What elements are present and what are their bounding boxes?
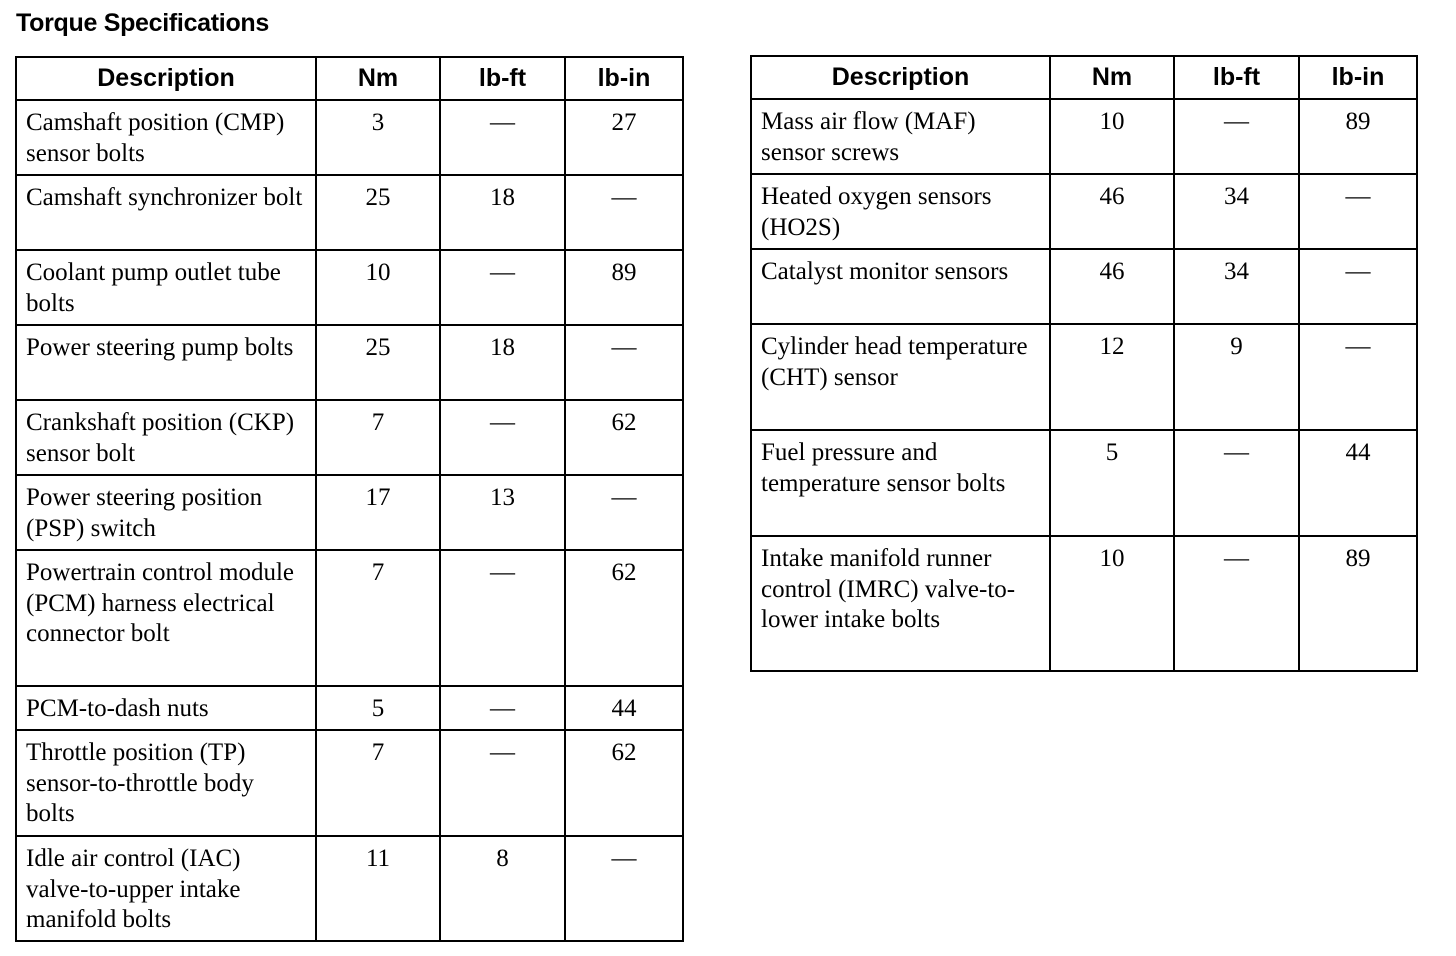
lbin-cell: — — [564, 474, 684, 551]
nm-cell: 3 — [315, 99, 441, 176]
table-row: Crankshaft position (CKP) sensor bolt 7—6… — [15, 399, 684, 476]
nm-cell: 10 — [1049, 535, 1175, 672]
torque-table-right: Description Nm lb-ft lb-in Mass air flow (M… — [750, 55, 1418, 672]
table-row: Heated oxygen sensors (HO2S) 46 34— — [750, 173, 1418, 250]
lbin-cell: — — [564, 174, 684, 251]
table-row: Idle air control (IAC) valve-to-upper in… — [15, 835, 684, 942]
header-lbft: lb-ft — [1173, 55, 1300, 100]
torque-table-left: Description Nm lb-ft lb-in Camshaft positio… — [15, 56, 684, 942]
nm-cell: 25 — [315, 174, 441, 251]
nm-cell: 10 — [315, 249, 441, 326]
lbft-cell: — — [1173, 98, 1300, 175]
nm-cell: 10 — [1049, 98, 1175, 175]
lbft-cell: — — [439, 249, 566, 326]
lbft-cell: 9 — [1173, 323, 1300, 431]
lbft-cell: — — [439, 729, 566, 837]
lbft-cell: 18 — [439, 324, 566, 401]
lbin-cell: — — [1298, 323, 1418, 431]
description-cell: Crankshaft position (CKP) sensor bolt — [15, 399, 317, 476]
lbin-cell: — — [564, 324, 684, 401]
header-lbin: lb-in — [1298, 55, 1418, 100]
lbin-cell: 44 — [1298, 429, 1418, 537]
header-row: Description Nm lb-ft lb-in — [15, 56, 684, 101]
nm-cell: 7 — [315, 549, 441, 687]
description-cell: Powertrain control module (PCM) harness … — [15, 549, 317, 687]
table-row: Coolant pump outlet tube bolts 10—89 — [15, 249, 684, 326]
header-lbft: lb-ft — [439, 56, 566, 101]
description-cell: Fuel pressure and temperature sensor bol… — [750, 429, 1051, 537]
header-row: Description Nm lb-ft lb-in — [750, 55, 1418, 100]
page-title: Torque Specifications — [16, 9, 270, 37]
description-cell: Mass air flow (MAF) sensor screws — [750, 98, 1051, 175]
table-row: Power steering position (PSP) switch 17 13… — [15, 474, 684, 551]
lbft-cell: — — [439, 99, 566, 176]
table-row: Intake manifold runner control (IMRC) va… — [750, 535, 1418, 672]
lbft-cell: — — [439, 685, 566, 731]
lbin-cell: 62 — [564, 729, 684, 837]
lbft-cell: — — [1173, 535, 1300, 672]
lbft-cell: 8 — [439, 835, 566, 942]
description-cell: Catalyst monitor sensors — [750, 248, 1051, 325]
lbin-cell: 89 — [1298, 98, 1418, 175]
header-lbin: lb-in — [564, 56, 684, 101]
nm-cell: 46 — [1049, 173, 1175, 250]
lbft-cell: 18 — [439, 174, 566, 251]
table-row: PCM-to-dash nuts 5—44 — [15, 685, 684, 731]
lbft-cell: 34 — [1173, 248, 1300, 325]
header-nm: Nm — [315, 56, 441, 101]
lbin-cell: 44 — [564, 685, 684, 731]
lbin-cell: — — [1298, 248, 1418, 325]
lbft-cell: — — [1173, 429, 1300, 537]
nm-cell: 25 — [315, 324, 441, 401]
nm-cell: 7 — [315, 729, 441, 837]
nm-cell: 46 — [1049, 248, 1175, 325]
table-row: Powertrain control module (PCM) harness … — [15, 549, 684, 687]
table-row: Cylinder head temperature (CHT) sensor 12… — [750, 323, 1418, 431]
lbin-cell: — — [564, 835, 684, 942]
lbin-cell: 89 — [1298, 535, 1418, 672]
lbin-cell: 62 — [564, 549, 684, 687]
lbft-cell: — — [439, 549, 566, 687]
description-cell: Heated oxygen sensors (HO2S) — [750, 173, 1051, 250]
nm-cell: 7 — [315, 399, 441, 476]
table-row: Fuel pressure and temperature sensor bol… — [750, 429, 1418, 537]
lbin-cell: — — [1298, 173, 1418, 250]
table-row: Catalyst monitor sensors 46 34— — [750, 248, 1418, 325]
description-cell: Coolant pump outlet tube bolts — [15, 249, 317, 326]
description-cell: Throttle position (TP) sensor-to-throttl… — [15, 729, 317, 837]
description-cell: Cylinder head temperature (CHT) sensor — [750, 323, 1051, 431]
nm-cell: 12 — [1049, 323, 1175, 431]
lbin-cell: 27 — [564, 99, 684, 176]
table-row: Throttle position (TP) sensor-to-throttl… — [15, 729, 684, 837]
nm-cell: 5 — [315, 685, 441, 731]
header-description: Description — [750, 55, 1051, 100]
description-cell: Camshaft synchronizer bolt — [15, 174, 317, 251]
header-description: Description — [15, 56, 317, 101]
description-cell: Intake manifold runner control (IMRC) va… — [750, 535, 1051, 672]
table-row: Camshaft position (CMP) sensor bolts 3—27 — [15, 99, 684, 176]
description-cell: Power steering pump bolts — [15, 324, 317, 401]
description-cell: PCM-to-dash nuts — [15, 685, 317, 731]
description-cell: Power steering position (PSP) switch — [15, 474, 317, 551]
description-cell: Camshaft position (CMP) sensor bolts — [15, 99, 317, 176]
lbin-cell: 89 — [564, 249, 684, 326]
lbin-cell: 62 — [564, 399, 684, 476]
lbft-cell: 34 — [1173, 173, 1300, 250]
lbft-cell: 13 — [439, 474, 566, 551]
header-nm: Nm — [1049, 55, 1175, 100]
nm-cell: 11 — [315, 835, 441, 942]
description-cell: Idle air control (IAC) valve-to-upper in… — [15, 835, 317, 942]
lbft-cell: — — [439, 399, 566, 476]
table-row: Mass air flow (MAF) sensor screws 10—89 — [750, 98, 1418, 175]
nm-cell: 5 — [1049, 429, 1175, 537]
nm-cell: 17 — [315, 474, 441, 551]
table-row: Camshaft synchronizer bolt 25 18— — [15, 174, 684, 251]
table-row: Power steering pump bolts 25 18— — [15, 324, 684, 401]
